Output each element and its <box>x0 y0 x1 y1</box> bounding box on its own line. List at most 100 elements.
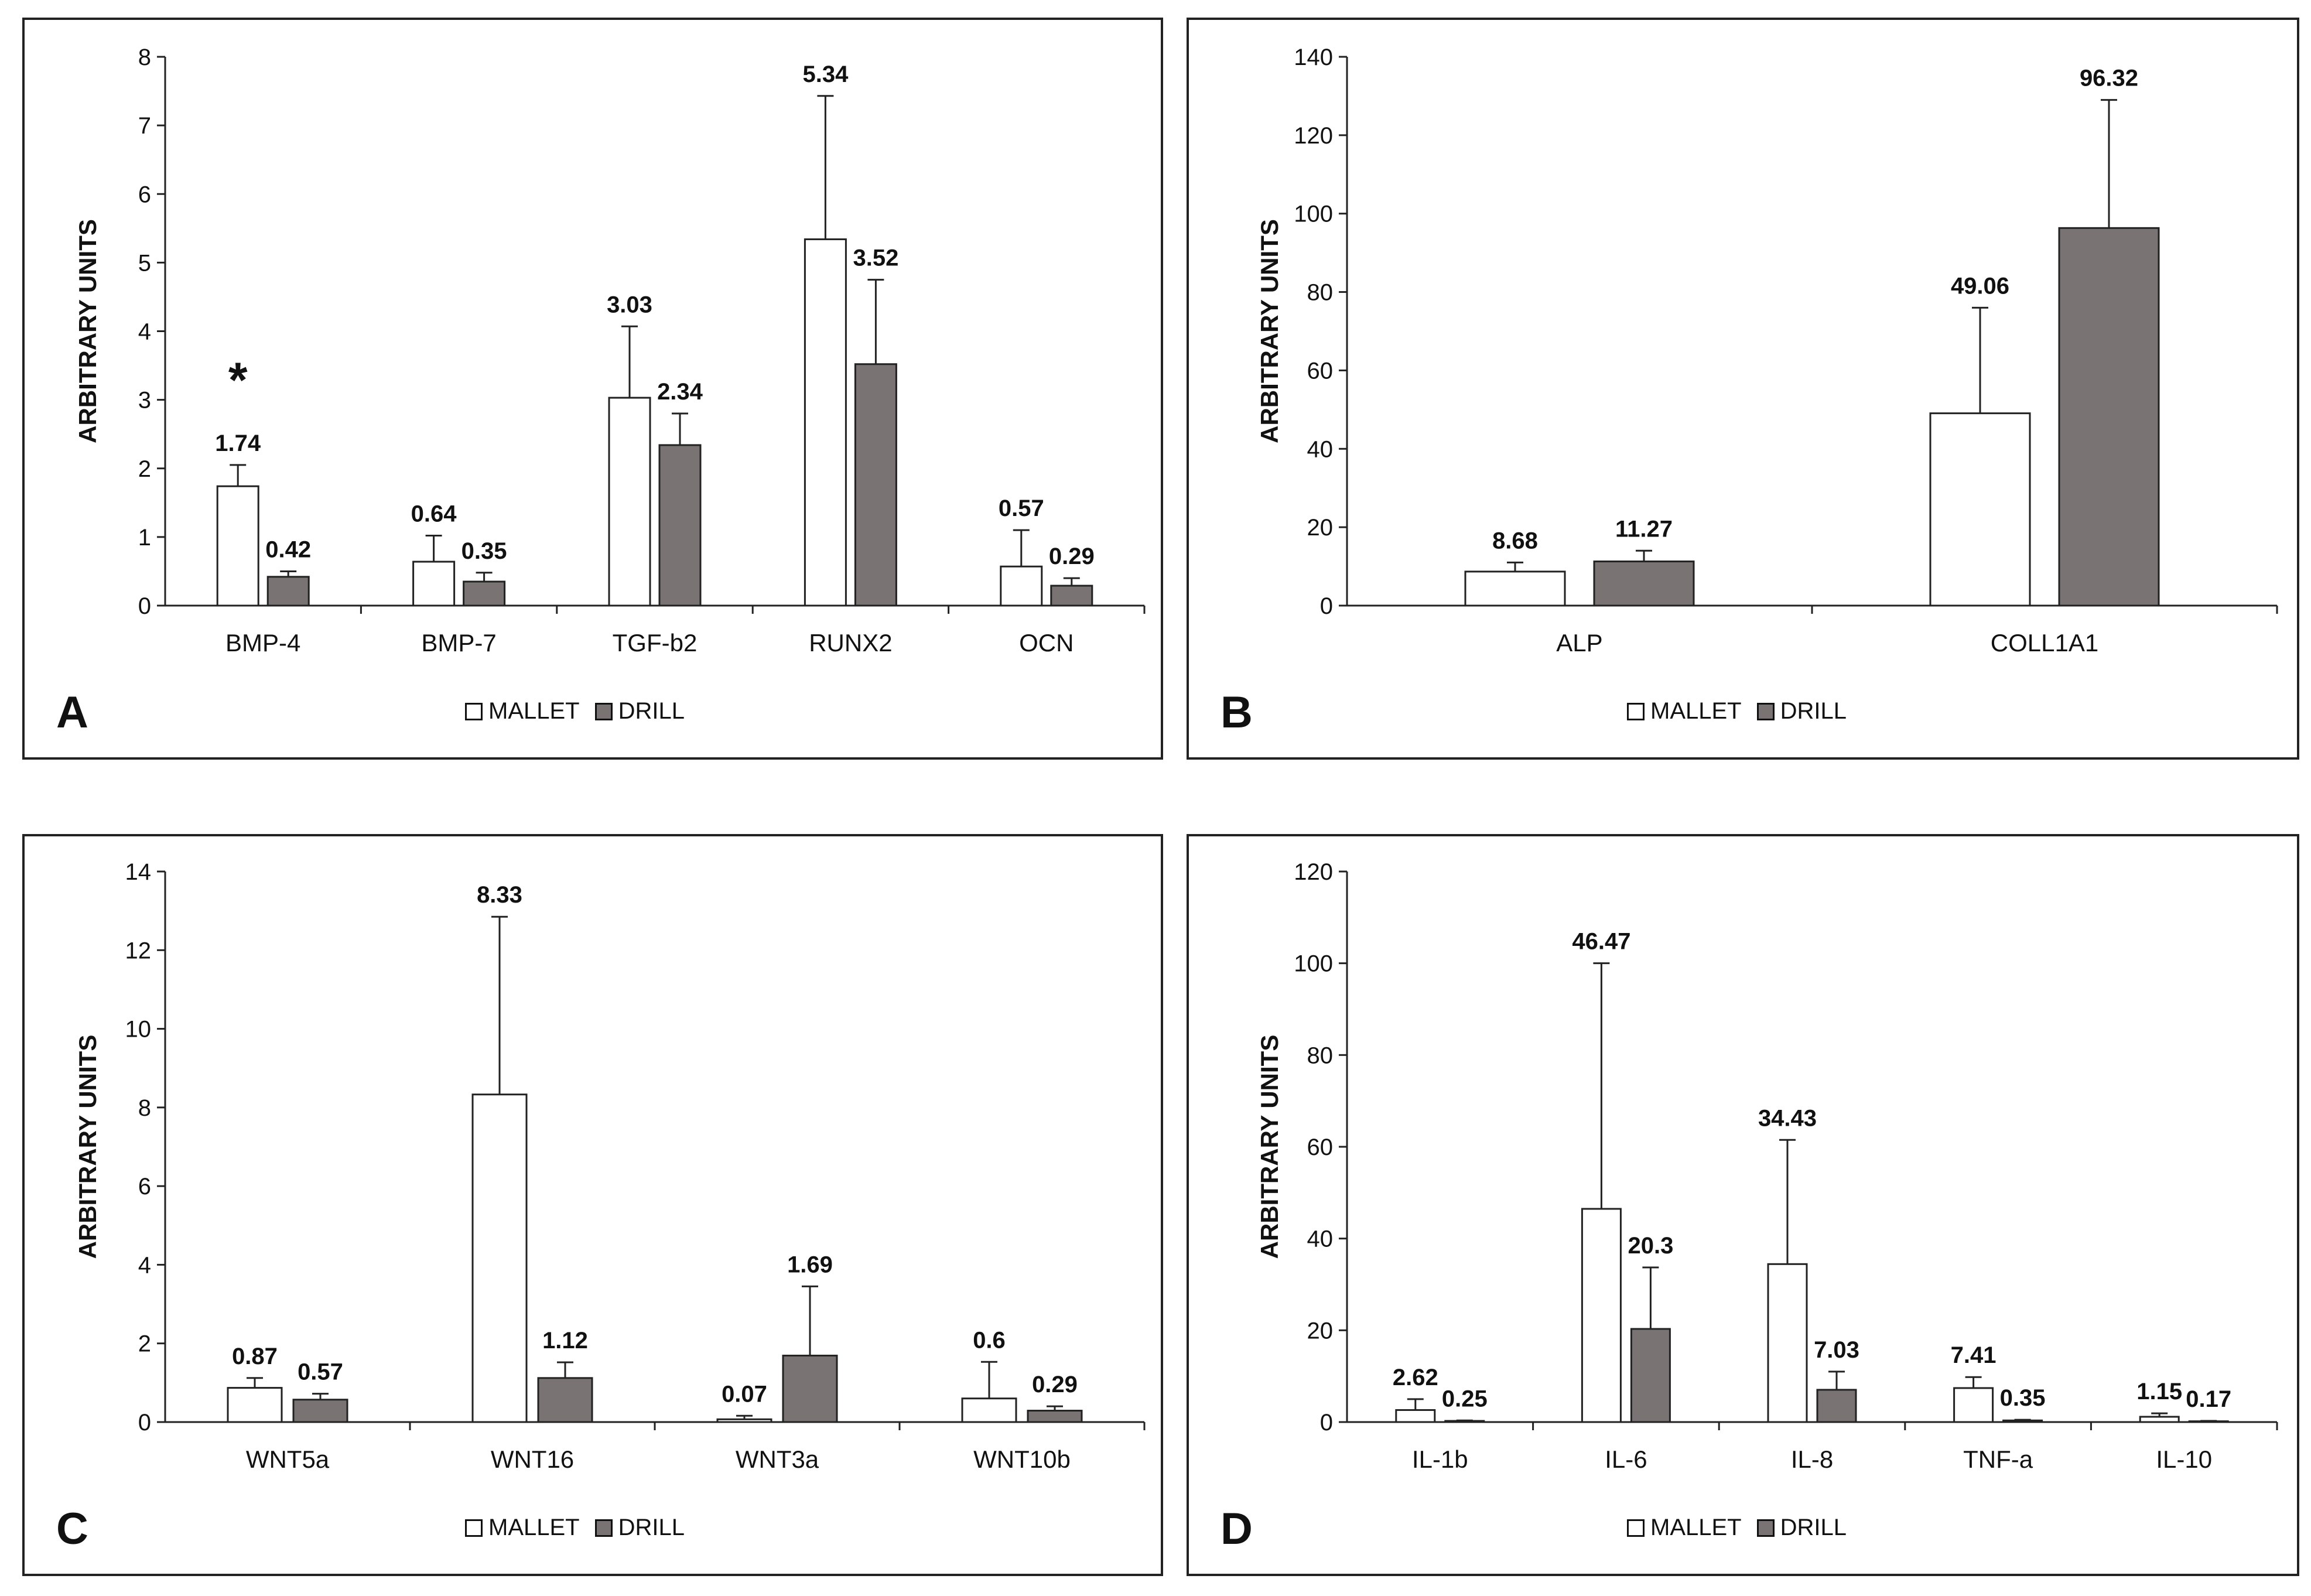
bar-mallet <box>471 1093 528 1423</box>
x-tick-label: WNT10b <box>973 1445 1071 1473</box>
bar-mallet <box>608 397 651 607</box>
bar-chart-b: 0 20 40 60 80 100 120 140 ARBITRARY UNITS ALP 8.68… <box>1256 45 2278 657</box>
y-tick-label: 120 <box>1294 859 1333 885</box>
data-label: 3.03 <box>607 292 652 317</box>
bar-drill <box>1050 585 1093 607</box>
x-tick-label: TNF-a <box>1963 1445 2033 1473</box>
bar-chart-c: 0 2 4 6 8 10 12 14 ARBITRARY UNITS WNT5a 0.87 0.57 W… <box>74 859 1146 1473</box>
data-label: 46.47 <box>1572 929 1630 955</box>
y-tick-label: 60 <box>1307 358 1334 384</box>
data-label: 0.64 <box>411 501 457 527</box>
legend-label-mallet: MALLET <box>1650 1515 1742 1540</box>
y-tick-label: 3 <box>138 388 151 413</box>
legend-a: MALLET DRILL <box>465 698 685 724</box>
y-axis-title: ARBITRARY UNITS <box>1256 1035 1283 1259</box>
data-label: 3.52 <box>853 245 898 271</box>
bar-mallet <box>1767 1263 1808 1423</box>
bar-mallet <box>961 1397 1017 1423</box>
data-label: 1.12 <box>542 1328 588 1354</box>
y-axis-title: ARBITRARY UNITS <box>1256 219 1283 443</box>
data-label: 2.34 <box>657 379 703 405</box>
y-tick-label: 140 <box>1294 45 1333 70</box>
y-tick-label: 14 <box>125 859 152 885</box>
y-tick-label: 80 <box>1307 280 1334 306</box>
bar-drill <box>2002 1419 2043 1423</box>
data-label: 0.57 <box>298 1359 343 1385</box>
data-label: 8.68 <box>1492 528 1538 553</box>
bar-drill <box>2188 1420 2229 1423</box>
x-tick-label: OCN <box>1019 629 1074 657</box>
y-tick-label: 0 <box>138 593 151 619</box>
x-tick-label: IL-6 <box>1605 1445 1647 1473</box>
legend-b: MALLET DRILL <box>1627 698 1847 724</box>
y-tick-label: 8 <box>138 45 151 70</box>
legend-swatch-mallet <box>1627 1519 1645 1537</box>
legend-swatch-drill <box>1756 1519 1775 1537</box>
data-label: 0.35 <box>2000 1385 2046 1411</box>
x-tick-label: ALP <box>1556 629 1602 657</box>
legend-label-mallet: MALLET <box>488 1515 580 1540</box>
legend-swatch-mallet <box>465 702 483 720</box>
y-tick-label: 120 <box>1294 123 1333 149</box>
legend-c: MALLET DRILL <box>465 1515 685 1541</box>
data-label: 0.29 <box>1049 544 1095 569</box>
x-tick-label: TGF-b2 <box>613 629 698 657</box>
y-tick-label: 7 <box>138 113 151 139</box>
legend-swatch-mallet <box>465 1519 483 1537</box>
data-label: 49.06 <box>1951 273 2009 299</box>
data-label: 0.57 <box>999 495 1044 521</box>
data-label: 0.25 <box>1442 1386 1488 1412</box>
significance-asterisk: * <box>228 352 248 407</box>
bar-drill <box>782 1355 838 1423</box>
y-tick-label: 4 <box>138 1252 151 1278</box>
bar-chart-a: 0 1 2 3 4 5 6 7 8 ARBITRARY UNITS BMP-4 1.74 0.42 BMP… <box>74 45 1146 657</box>
data-label: 34.43 <box>1758 1105 1817 1131</box>
x-tick-label: WNT5a <box>246 1445 330 1473</box>
x-tick-label: IL-10 <box>2156 1445 2212 1473</box>
bar-mallet <box>1000 565 1043 607</box>
data-label: 5.34 <box>802 61 849 87</box>
legend-swatch-drill <box>594 1519 613 1537</box>
legend-label-drill: DRILL <box>1780 1515 1847 1540</box>
chart-panel-b: 0 20 40 60 80 100 120 140 ARBITRARY UNITS ALP 8.68… <box>1187 18 2299 760</box>
y-axis-title: ARBITRARY UNITS <box>74 1035 101 1259</box>
data-label: 0.87 <box>232 1344 278 1369</box>
bar-drill <box>2058 227 2160 607</box>
bar-drill <box>1444 1420 1485 1423</box>
bar-mallet <box>2139 1416 2180 1423</box>
data-label: 0.42 <box>265 536 311 562</box>
bar-drill <box>658 444 702 607</box>
x-tick-label: BMP-4 <box>225 629 300 657</box>
y-tick-label: 40 <box>1307 1226 1334 1252</box>
bar-mallet <box>1581 1208 1622 1423</box>
bar-drill <box>1630 1328 1671 1423</box>
data-label: 0.07 <box>722 1381 767 1407</box>
chart-panel-c: 0 2 4 6 8 10 12 14 ARBITRARY UNITS WNT5a 0.87 0.57 W… <box>22 834 1163 1576</box>
panel-label-b: B <box>1221 688 1253 737</box>
y-tick-label: 12 <box>125 938 152 963</box>
y-tick-label: 40 <box>1307 436 1334 462</box>
legend-d: MALLET DRILL <box>1627 1515 1847 1541</box>
data-label: 1.15 <box>2136 1379 2182 1404</box>
data-label: 7.41 <box>1951 1342 1997 1368</box>
y-tick-label: 100 <box>1294 201 1333 227</box>
bar-drill <box>537 1377 593 1423</box>
bar-drill <box>292 1399 348 1423</box>
chart-panel-d: 0 20 40 60 80 100 120 ARBITRARY UNITS IL-1b 2.62 0… <box>1187 834 2299 1576</box>
bar-drill <box>1593 561 1695 607</box>
legend-label-drill: DRILL <box>618 698 685 724</box>
x-tick-label: RUNX2 <box>809 629 892 657</box>
panel-label-c: C <box>56 1504 88 1554</box>
y-tick-label: 10 <box>125 1017 152 1043</box>
y-tick-label: 5 <box>138 250 151 276</box>
y-tick-label: 6 <box>138 182 151 207</box>
chart-panel-a: 0 1 2 3 4 5 6 7 8 ARBITRARY UNITS BMP-4 1.74 0.42 BMP… <box>22 18 1163 760</box>
bar-mallet <box>1395 1409 1436 1423</box>
bar-drill <box>1816 1389 1857 1423</box>
y-tick-label: 80 <box>1307 1043 1334 1068</box>
data-label: 0.17 <box>2186 1386 2231 1412</box>
data-label: 2.62 <box>1393 1365 1438 1390</box>
data-label: 0.35 <box>461 538 507 564</box>
y-tick-label: 0 <box>138 1410 151 1436</box>
